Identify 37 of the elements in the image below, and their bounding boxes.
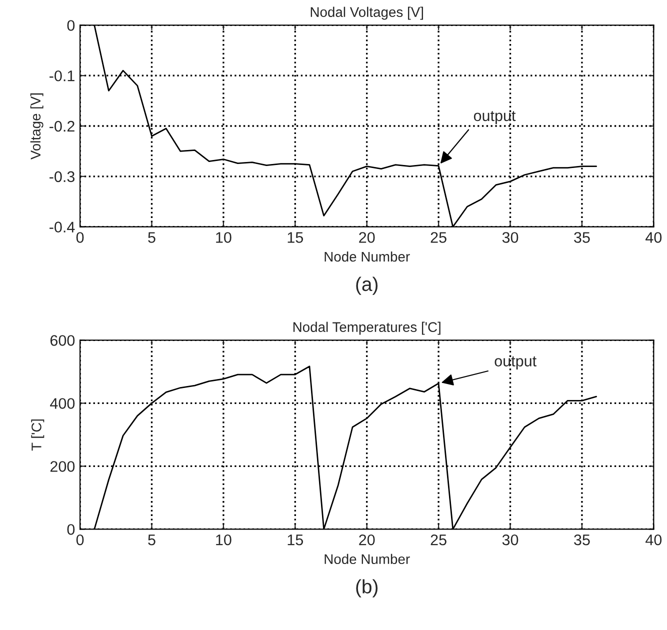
y-axis-title: T ['C] (31, 419, 44, 451)
x-axis-title: Node Number (324, 554, 410, 564)
x-axis-title: Node Number (324, 251, 410, 262)
x-tick-label: 5 (148, 534, 156, 546)
y-tick-label: 200 (50, 461, 75, 472)
x-tick-label: 0 (76, 534, 84, 546)
x-tick-label: 15 (288, 534, 304, 546)
x-tick-label: 40 (646, 534, 662, 546)
x-tick-label: 30 (502, 534, 518, 546)
y-tick-label: -0.2 (50, 120, 74, 132)
x-tick-label: 35 (574, 534, 590, 546)
x-tick-label: 20 (359, 232, 375, 243)
x-tick-label: 40 (646, 232, 662, 243)
chart-title: Nodal Voltages [V] (310, 6, 423, 20)
y-tick-label: -0.1 (50, 70, 74, 82)
y-tick-label: -0.4 (50, 222, 75, 232)
text: (a) (356, 276, 378, 295)
y-axis-title: Voltage [V] (30, 93, 44, 160)
annotation: output (494, 356, 536, 370)
y-tick-label: 0 (67, 524, 75, 535)
y-tick-label: 0 (67, 20, 75, 31)
x-tick-label: 25 (430, 232, 446, 243)
text: (b) (356, 579, 378, 598)
chart-title: Nodal Temperatures ['C] (293, 322, 440, 335)
x-tick-label: 15 (288, 232, 304, 243)
x-tick-label: 30 (502, 232, 518, 243)
x-tick-label: 10 (216, 232, 232, 243)
x-tick-label: 10 (216, 534, 232, 546)
y-tick-label: 400 (50, 398, 75, 409)
x-tick-label: 25 (430, 534, 446, 546)
x-tick-label: 20 (359, 534, 375, 546)
x-tick-label: 35 (574, 232, 590, 243)
annotation: output (474, 111, 516, 124)
x-tick-label: 0 (76, 232, 84, 243)
y-tick-label: 600 (50, 335, 75, 346)
x-tick-label: 5 (148, 232, 156, 243)
y-tick-label: -0.3 (50, 171, 75, 182)
